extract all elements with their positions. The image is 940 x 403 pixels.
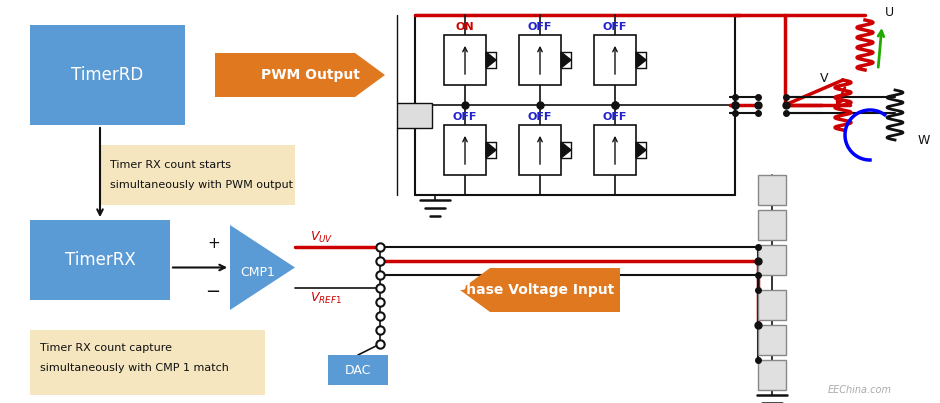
FancyArrow shape [215, 53, 385, 97]
Text: −: − [205, 283, 220, 301]
FancyBboxPatch shape [758, 360, 786, 390]
FancyBboxPatch shape [758, 325, 786, 355]
Polygon shape [230, 225, 295, 310]
Text: CMP1: CMP1 [240, 266, 274, 279]
Text: Timer RX count starts: Timer RX count starts [110, 160, 231, 170]
FancyBboxPatch shape [444, 125, 486, 175]
Text: ON: ON [456, 22, 475, 32]
FancyBboxPatch shape [30, 220, 170, 300]
FancyBboxPatch shape [444, 35, 486, 85]
Text: OFF: OFF [603, 22, 627, 32]
FancyBboxPatch shape [758, 290, 786, 320]
Text: DAC: DAC [345, 364, 371, 376]
FancyBboxPatch shape [758, 175, 786, 205]
Text: OFF: OFF [528, 112, 552, 122]
Polygon shape [486, 52, 496, 68]
FancyBboxPatch shape [758, 245, 786, 275]
Text: simultaneously with PWM output: simultaneously with PWM output [110, 180, 293, 190]
Polygon shape [561, 52, 571, 68]
FancyBboxPatch shape [594, 35, 636, 85]
Polygon shape [636, 142, 646, 158]
Text: EEChina.com: EEChina.com [828, 385, 892, 395]
Text: TimerRX: TimerRX [65, 251, 135, 269]
FancyBboxPatch shape [30, 330, 265, 395]
Text: OFF: OFF [453, 112, 478, 122]
Text: simultaneously with CMP 1 match: simultaneously with CMP 1 match [40, 363, 228, 373]
FancyArrow shape [460, 268, 620, 312]
Text: OFF: OFF [528, 22, 552, 32]
Polygon shape [486, 142, 496, 158]
FancyBboxPatch shape [519, 125, 561, 175]
Text: V: V [820, 71, 828, 85]
Text: OFF: OFF [603, 112, 627, 122]
FancyBboxPatch shape [328, 355, 388, 385]
FancyBboxPatch shape [519, 35, 561, 85]
Text: PWM Output: PWM Output [260, 68, 359, 82]
Text: U: U [885, 6, 894, 19]
FancyBboxPatch shape [594, 125, 636, 175]
Text: +: + [207, 235, 220, 251]
Text: Phase Voltage Input: Phase Voltage Input [456, 283, 614, 297]
Text: $V_{REF1}$: $V_{REF1}$ [310, 291, 342, 305]
Polygon shape [561, 142, 571, 158]
Polygon shape [636, 52, 646, 68]
Text: Timer RX count capture: Timer RX count capture [40, 343, 172, 353]
FancyBboxPatch shape [397, 102, 432, 127]
Text: W: W [918, 133, 931, 147]
FancyBboxPatch shape [100, 145, 295, 205]
Text: TimerRD: TimerRD [71, 66, 144, 84]
Text: $V_{UV}$: $V_{UV}$ [310, 229, 334, 245]
FancyBboxPatch shape [30, 25, 185, 125]
FancyBboxPatch shape [758, 210, 786, 240]
